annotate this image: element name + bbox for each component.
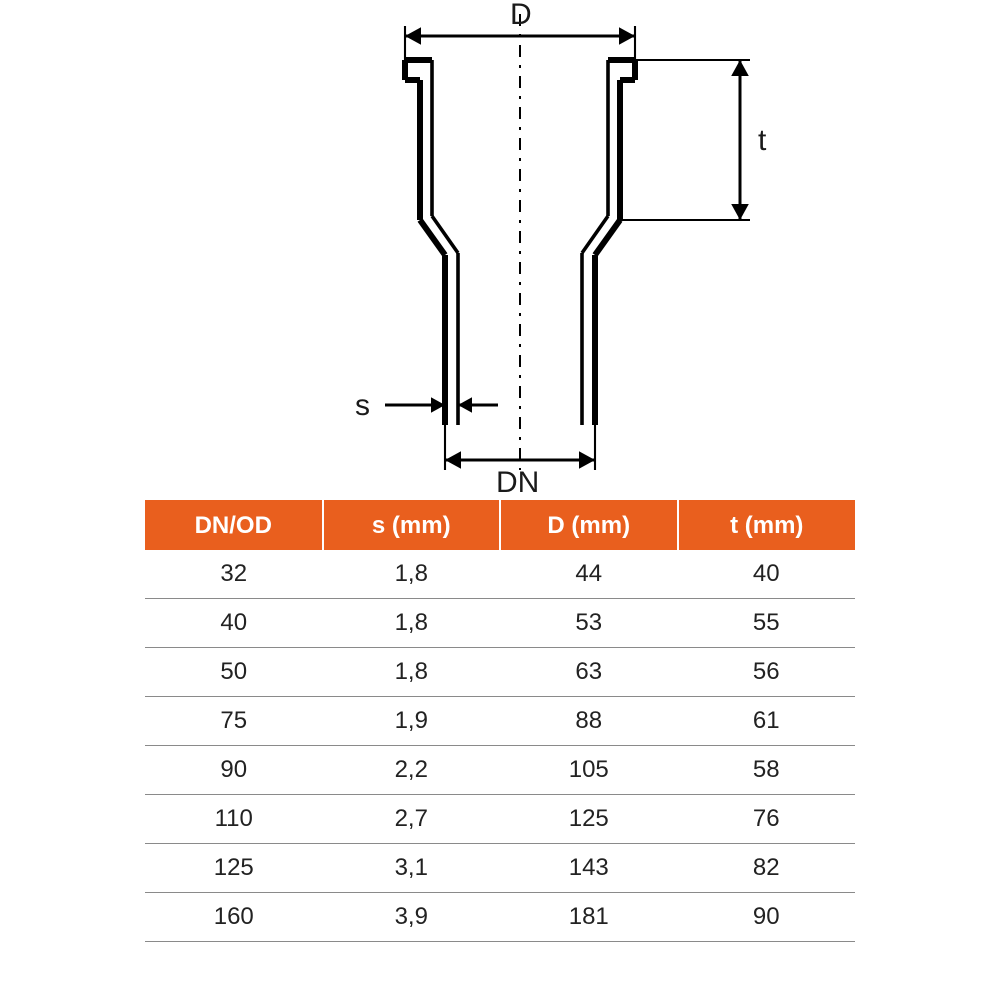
table-cell: 181 [500,893,678,942]
dim-label-t: t [758,124,766,158]
col-header: t (mm) [678,500,856,550]
technical-diagram: D t s DN [0,0,1000,490]
table-cell: 1,8 [323,599,501,648]
table-cell: 1,8 [323,550,501,599]
table-row: 1253,114382 [145,844,855,893]
table-cell: 56 [678,648,856,697]
table-cell: 160 [145,893,323,942]
table-cell: 2,2 [323,746,501,795]
table-cell: 125 [500,795,678,844]
table-cell: 3,1 [323,844,501,893]
table-cell: 125 [145,844,323,893]
table-cell: 110 [145,795,323,844]
col-header: D (mm) [500,500,678,550]
table-cell: 75 [145,697,323,746]
table-cell: 76 [678,795,856,844]
table-cell: 88 [500,697,678,746]
table-cell: 3,9 [323,893,501,942]
table-cell: 58 [678,746,856,795]
table-cell: 55 [678,599,856,648]
table-cell: 82 [678,844,856,893]
table-cell: 2,7 [323,795,501,844]
table-row: 501,86356 [145,648,855,697]
table-row: 902,210558 [145,746,855,795]
table-cell: 53 [500,599,678,648]
table-cell: 1,9 [323,697,501,746]
dim-label-DN: DN [496,466,539,500]
table-row: 401,85355 [145,599,855,648]
table-cell: 40 [145,599,323,648]
table-row: 321,84440 [145,550,855,599]
table-cell: 1,8 [323,648,501,697]
table-cell: 90 [145,746,323,795]
spec-table: DN/ODs (mm)D (mm)t (mm) 321,84440401,853… [145,500,855,942]
table-cell: 44 [500,550,678,599]
table-cell: 90 [678,893,856,942]
table-cell: 40 [678,550,856,599]
col-header: s (mm) [323,500,501,550]
table-cell: 61 [678,697,856,746]
table-row: 751,98861 [145,697,855,746]
table-row: 1603,918190 [145,893,855,942]
table-cell: 63 [500,648,678,697]
table-cell: 50 [145,648,323,697]
table-cell: 105 [500,746,678,795]
table-cell: 143 [500,844,678,893]
table-row: 1102,712576 [145,795,855,844]
table-cell: 32 [145,550,323,599]
dim-label-D: D [510,0,532,32]
dim-label-s: s [355,389,370,423]
col-header: DN/OD [145,500,323,550]
